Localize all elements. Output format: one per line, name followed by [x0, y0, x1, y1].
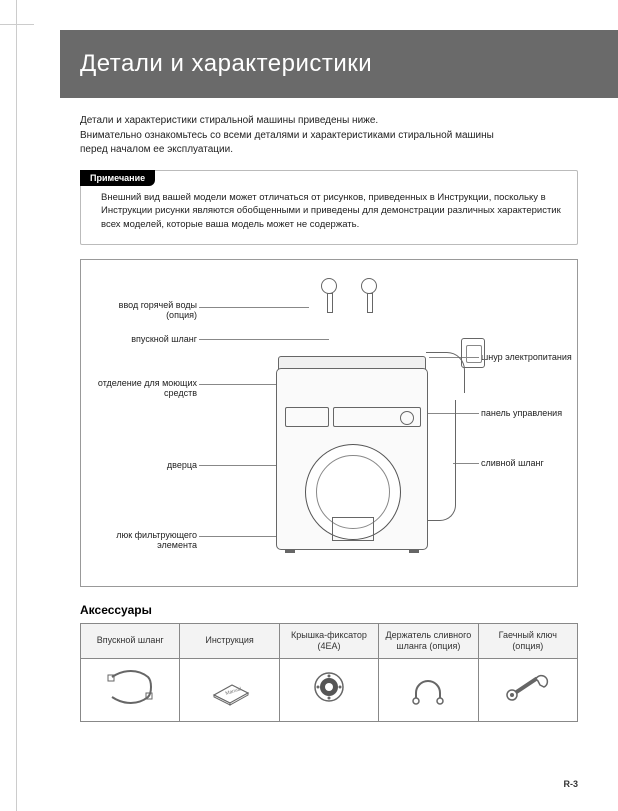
- note-text: Внешний вид вашей модели может отличатьс…: [101, 191, 565, 232]
- page-number: R-3: [563, 779, 578, 789]
- leader-line: [199, 384, 285, 385]
- label-filter: люк фильтрующегоэлемента: [89, 530, 197, 551]
- intro-line: Детали и характеристики стиральной машин…: [80, 114, 578, 129]
- label-drain-hose: сливной шланг: [481, 458, 544, 468]
- intro-text: Детали и характеристики стиральной машин…: [80, 114, 578, 158]
- parts-diagram: ввод горячей воды(опция) впускной шланг …: [80, 259, 578, 587]
- drain-hose-icon: [427, 400, 456, 521]
- binding-mark: [16, 0, 17, 811]
- acc-col-header: Впускной шланг: [81, 623, 180, 658]
- washing-machine-icon: [276, 338, 426, 548]
- accessories-table: Впускной шланг Инструкция Крышка-фиксато…: [80, 623, 578, 722]
- content-area: Детали и характеристики стиральной машин…: [80, 114, 578, 722]
- label-control-panel: панель управления: [481, 408, 562, 418]
- manual-page: Детали и характеристики Детали и характе…: [0, 0, 618, 811]
- acc-col-header: Инструкция: [180, 623, 279, 658]
- cap-fixer-icon: [303, 665, 355, 709]
- acc-col-header: Крышка-фиксатор(4EA): [279, 623, 378, 658]
- label-detergent: отделение для моющихсредств: [89, 378, 197, 399]
- accessories-heading: Аксессуары: [80, 603, 578, 617]
- page-header: Детали и характеристики: [60, 30, 618, 98]
- note-badge: Примечание: [80, 170, 155, 186]
- acc-cell: [379, 658, 478, 721]
- wrench-icon: [502, 665, 554, 709]
- note-box: Примечание Внешний вид вашей модели може…: [80, 170, 578, 245]
- intro-line: Внимательно ознакомьтесь со всеми деталя…: [80, 129, 578, 144]
- power-cord-icon: [426, 352, 465, 393]
- label-door: дверца: [89, 460, 197, 470]
- leader-line: [453, 463, 479, 464]
- manual-book-icon: Manual: [204, 665, 256, 709]
- label-hot-inlet: ввод горячей воды(опция): [89, 300, 197, 321]
- intro-line: перед началом ее эксплуатации.: [80, 143, 578, 158]
- acc-cell: Manual: [180, 658, 279, 721]
- hose-holder-icon: [402, 665, 454, 709]
- acc-col-header: Держатель сливногошланга (опция): [379, 623, 478, 658]
- power-outlet-icon: [461, 338, 485, 368]
- acc-cell: [81, 658, 180, 721]
- acc-cell: [279, 658, 378, 721]
- page-title: Детали и характеристики: [80, 50, 372, 78]
- water-taps-icon: [311, 278, 401, 328]
- acc-col-header: Гаечный ключ(опция): [478, 623, 577, 658]
- inlet-hose-icon: [104, 665, 156, 709]
- leader-line: [199, 307, 309, 308]
- acc-cell: [478, 658, 577, 721]
- label-inlet-hose: впускной шланг: [89, 334, 197, 344]
- label-power-cord: шнур электропитания: [481, 352, 572, 362]
